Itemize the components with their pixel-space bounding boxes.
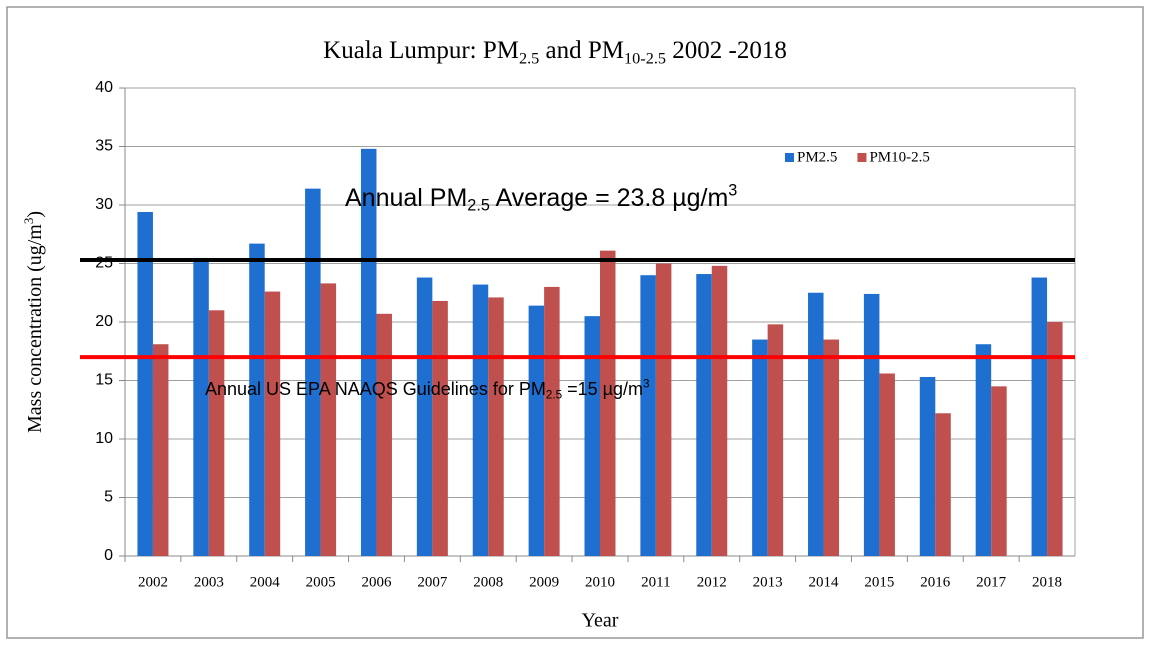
bar [808,292,824,556]
bar [919,376,936,556]
y-tick-label: 5 [104,489,113,506]
x-tick-label: 2011 [641,574,670,590]
bar [249,243,265,557]
bar [991,386,1007,556]
bar [752,339,768,556]
x-tick-label: 2006 [361,574,392,590]
x-tick-label: 2007 [417,574,448,590]
bar [528,305,545,556]
x-tick-label: 2013 [753,574,783,590]
legend-swatch [857,153,867,162]
y-tick-label: 20 [95,313,113,330]
bar [360,148,377,556]
bar [264,291,281,556]
bar [600,250,616,556]
bar [432,300,448,556]
bar [1031,277,1048,556]
x-tick-label: 2015 [864,574,894,590]
bar [879,373,895,556]
x-tick-label: 2002 [138,574,168,590]
bar [208,310,225,556]
chart-title-part: and PM [539,37,624,64]
x-tick-label: 2009 [529,574,559,590]
chart-title-part: 10-2.5 [624,49,666,67]
annotation-part: Annual US EPA NAAQS Guidelines for PM [205,379,546,399]
y-tick-label: 0 [104,547,113,564]
x-axis-label: Year [582,610,619,632]
x-tick-label: 2018 [1032,574,1062,590]
y-tick-label: 10 [95,430,113,447]
chart-title: Kuala Lumpur: PM2.5 and PM10-2.5 2002 -2… [323,37,787,68]
x-tick-label: 2016 [920,574,951,590]
bar [1047,322,1063,556]
y-tick-label: 35 [95,138,113,155]
bar [823,339,840,556]
y-tick-label: 30 [95,196,113,213]
x-tick-label: 2005 [306,574,336,590]
legend-label: PM10-2.5 [869,149,929,165]
y-axis-label: Mass concentration (ug/m3) [21,211,46,433]
annotation: Annual US EPA NAAQS Guidelines for PM2.5… [205,378,650,402]
bar [863,293,880,556]
x-tick-label: 2004 [250,574,281,590]
y-tick-label: 40 [95,79,113,96]
bar [137,212,153,556]
bar [711,265,728,556]
y-tick-label: 25 [95,255,113,272]
bar [193,261,209,556]
bar [472,284,489,556]
x-tick-label: 2003 [194,574,224,590]
annotation: Annual PM2.5 Average = 23.8 µg/m3 [345,182,737,215]
bar [975,344,992,556]
bar [488,297,504,556]
chart-title-part: Kuala Lumpur: PM [323,37,519,64]
bar [152,344,169,556]
bar [640,275,656,556]
bar [544,286,560,556]
chart-title-part: 2002 -2018 [666,37,787,64]
annotation-part: 3 [643,378,650,391]
y-tick-label: 15 [95,372,113,389]
annotation-part: 3 [728,182,737,200]
annotation-part: Average = 23.8 µg/m [490,184,728,212]
bar [767,324,784,556]
annotation-part: 2.5 [546,388,563,401]
x-tick-label: 2014 [809,574,840,590]
bar [584,316,600,556]
legend-label: PM2.5 [797,149,837,165]
y-axis-label-part: Mass concentration (ug/m [24,224,46,433]
legend-swatch [785,153,794,162]
bar [376,313,392,556]
x-tick-label: 2017 [976,574,1007,590]
x-tick-label: 2010 [585,574,615,590]
annotation-part: =15 µg/m [562,379,643,399]
x-tick-label: 2008 [473,574,503,590]
annotation-part: 2.5 [467,197,490,215]
bar [416,277,433,556]
bar [655,263,672,556]
bar [935,413,951,556]
annotation-part: Annual PM [345,184,467,212]
chart-title-part: 2.5 [519,49,539,67]
x-tick-label: 2012 [697,574,727,590]
y-axis-label-part: 3 [21,218,36,225]
bar [320,283,337,556]
bar [305,188,321,556]
bar [696,274,712,556]
y-axis-label-part: ) [24,211,46,218]
